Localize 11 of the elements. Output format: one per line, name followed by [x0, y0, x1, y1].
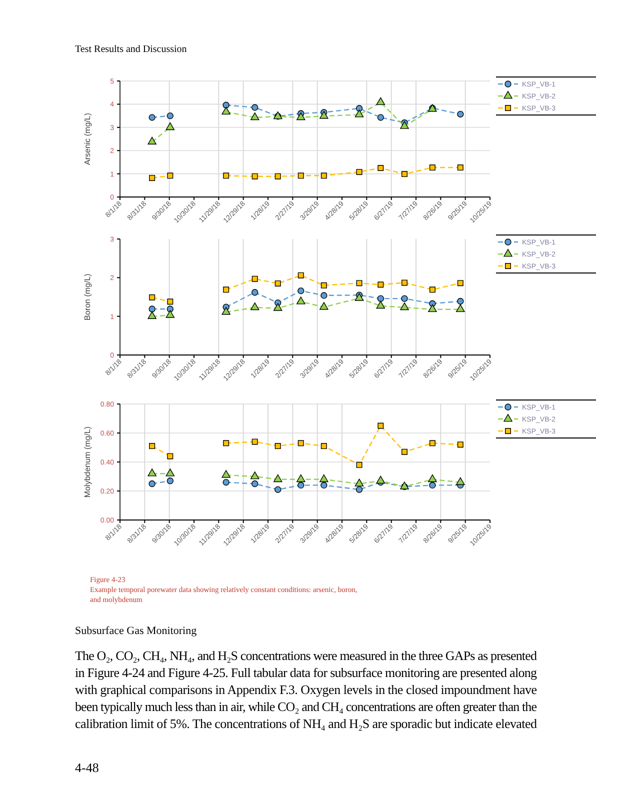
- text: Test Results and Discussion: [75, 44, 187, 55]
- text: calibration limit of 5%. The concentrations of NH₄ and H₂S are sporadic but indicate elevated: [75, 716, 538, 731]
- text: 4-48: [75, 760, 99, 775]
- text: in Figure 4-24 and Figure 4-25. Full tabular data for subsurface monitoring are presented along: [75, 665, 538, 680]
- y-axis-title: Arsenic (mg/L): [83, 112, 92, 166]
- y-axis-title: Molybdenum (mg/L): [83, 426, 92, 498]
- y-axis-title: Boron (mg/L): [83, 273, 92, 320]
- text: with graphical comparisons in Appendix F.3. Oxygen levels in the closed impoundment have: [75, 682, 538, 697]
- text: been typically much less than in air, while CO₂ and CH₄ concentrations are often greater than the: [75, 699, 538, 714]
- text: The O₂, CO₂, CH₄, NH₄, and H₂S concentrations were measured in the three GAPs as presented: [75, 648, 538, 663]
- text: Subsurface Gas Monitoring: [75, 625, 198, 637]
